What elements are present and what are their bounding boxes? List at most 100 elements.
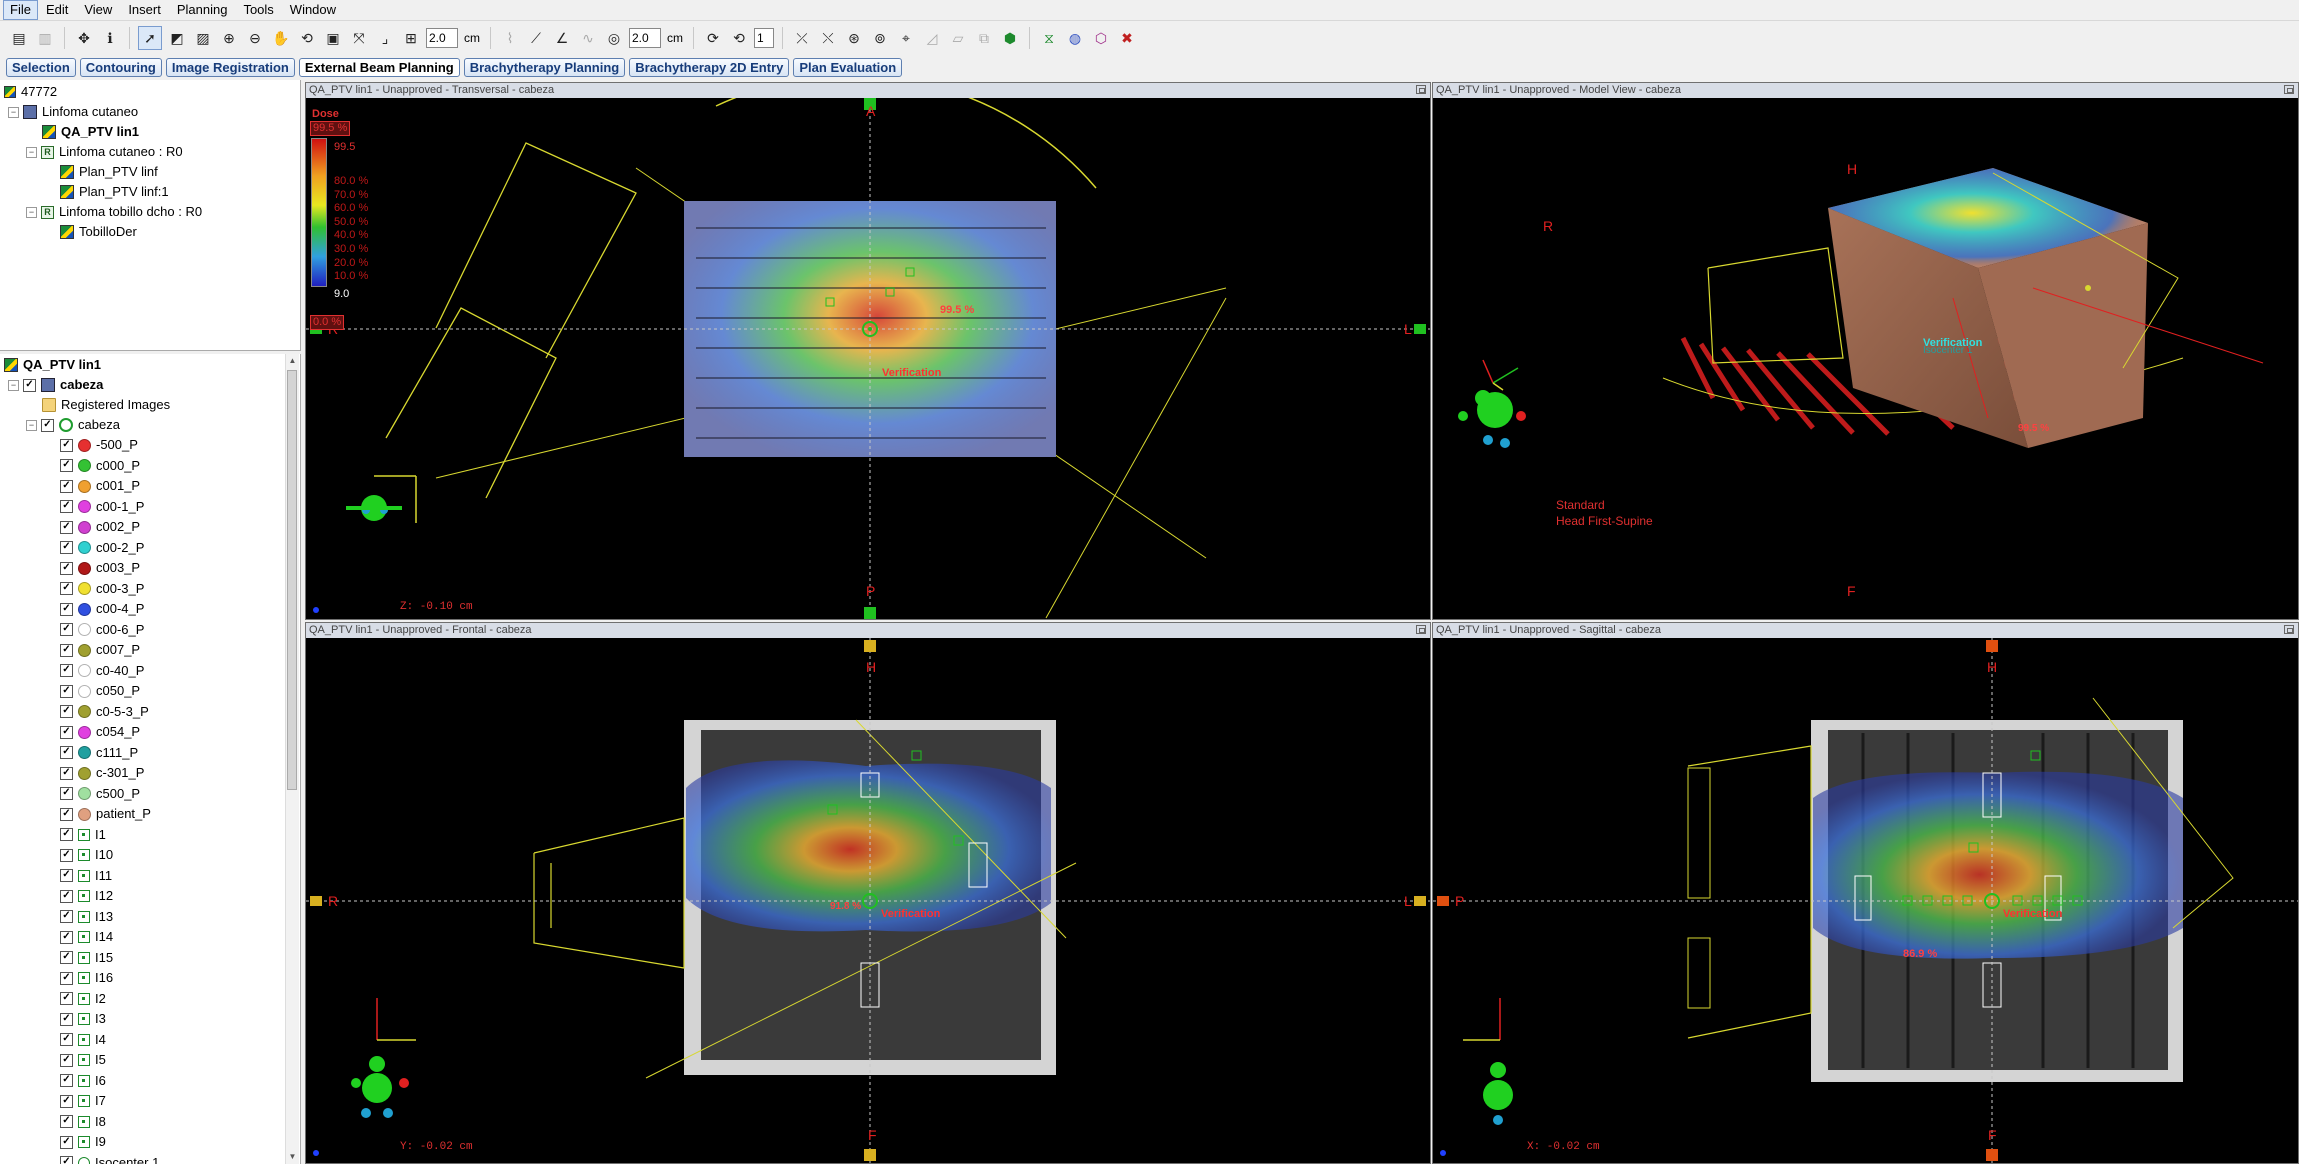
- open-icon[interactable]: ▤: [8, 27, 30, 49]
- visibility-checkbox[interactable]: ✓: [60, 1115, 73, 1128]
- visibility-checkbox[interactable]: ✓: [60, 459, 73, 472]
- visibility-checkbox[interactable]: ✓: [60, 726, 73, 739]
- structure-row[interactable]: ✓ c00-4_P: [60, 599, 144, 619]
- structure-row[interactable]: ✓ I5: [60, 1050, 106, 1070]
- structure-row[interactable]: ✓ c000_P: [60, 456, 140, 476]
- structure-row[interactable]: ✓ c050_P: [60, 681, 140, 701]
- ruler-icon[interactable]: ⌇: [499, 27, 521, 49]
- structure-row[interactable]: ✓ I16: [60, 968, 113, 988]
- axis-marker-bottom[interactable]: [864, 1149, 876, 1161]
- visibility-checkbox[interactable]: ✓: [60, 972, 73, 985]
- visibility-checkbox[interactable]: ✓: [60, 951, 73, 964]
- visibility-checkbox[interactable]: ✓: [60, 541, 73, 554]
- profile-icon[interactable]: ∿: [577, 27, 599, 49]
- visibility-checkbox[interactable]: ✓: [60, 480, 73, 493]
- zoom-out-icon[interactable]: ⊖: [244, 27, 266, 49]
- tab-plan-evaluation[interactable]: Plan Evaluation: [793, 58, 902, 77]
- tree-row-prescription[interactable]: − R Linfoma tobillo dcho : R0: [26, 202, 202, 222]
- structure-row[interactable]: ✓ c007_P: [60, 640, 140, 660]
- axis-marker-left[interactable]: [1437, 896, 1449, 906]
- visibility-checkbox[interactable]: ✓: [60, 705, 73, 718]
- menu-edit[interactable]: Edit: [38, 1, 76, 19]
- axis-marker-top[interactable]: [1986, 640, 1998, 652]
- structure-row[interactable]: ✓ Isocenter 1: [60, 1153, 159, 1164]
- visibility-checkbox[interactable]: ✓: [23, 379, 36, 392]
- tree-row-prescription[interactable]: − R Linfoma cutaneo : R0: [26, 142, 183, 162]
- collapse-icon[interactable]: −: [8, 107, 19, 118]
- menu-insert[interactable]: Insert: [120, 1, 169, 19]
- structure-row[interactable]: ✓ patient_P: [60, 804, 151, 824]
- structure-row[interactable]: ✓ I6: [60, 1071, 106, 1091]
- structure-row[interactable]: ✓ I12: [60, 886, 113, 906]
- visibility-checkbox[interactable]: ✓: [60, 787, 73, 800]
- visibility-checkbox[interactable]: ✓: [60, 603, 73, 616]
- axis-marker-bottom[interactable]: [1986, 1149, 1998, 1161]
- visibility-checkbox[interactable]: ✓: [60, 521, 73, 534]
- block-icon[interactable]: ▱: [947, 27, 969, 49]
- fit-icon[interactable]: ⤧: [348, 27, 370, 49]
- visibility-checkbox[interactable]: ✓: [60, 644, 73, 657]
- collapse-icon[interactable]: −: [26, 207, 37, 218]
- structure-row[interactable]: ✓ -500_P: [60, 435, 138, 455]
- structure-row[interactable]: ✓ c-301_P: [60, 763, 144, 783]
- visibility-checkbox[interactable]: ✓: [60, 931, 73, 944]
- tree-row-plan[interactable]: QA_PTV lin1: [4, 355, 101, 375]
- structure-row[interactable]: ✓ c00-1_P: [60, 497, 144, 517]
- globe-icon[interactable]: ◍: [1064, 27, 1086, 49]
- structure-row[interactable]: ✓ I15: [60, 948, 113, 968]
- tree-row-image[interactable]: − ✓ cabeza: [26, 415, 120, 435]
- model-view-image[interactable]: [1433, 98, 2298, 619]
- visibility-checkbox[interactable]: ✓: [60, 1156, 73, 1164]
- structure-row[interactable]: ✓ I8: [60, 1112, 106, 1132]
- viewport-sagittal[interactable]: QA_PTV lin1 - Unapproved - Sagittal - ca…: [1432, 622, 2299, 1164]
- visibility-checkbox[interactable]: ✓: [60, 808, 73, 821]
- contrast-icon[interactable]: ◩: [166, 27, 188, 49]
- axis-marker-bottom[interactable]: [864, 607, 876, 619]
- pointer-icon[interactable]: ➚: [138, 26, 162, 50]
- visibility-checkbox[interactable]: ✓: [60, 910, 73, 923]
- tab-external-beam-planning[interactable]: External Beam Planning: [299, 58, 460, 77]
- viewport-model[interactable]: QA_PTV lin1 - Unapproved - Model View - …: [1432, 82, 2299, 620]
- dose-probe-icon[interactable]: ◎: [603, 27, 625, 49]
- visibility-checkbox[interactable]: ✓: [60, 582, 73, 595]
- save-icon[interactable]: ▥: [34, 27, 56, 49]
- structure-row[interactable]: ✓ I2: [60, 989, 106, 1009]
- visibility-checkbox[interactable]: ✓: [60, 439, 73, 452]
- structure-row[interactable]: ✓ c003_P: [60, 558, 140, 578]
- visibility-checkbox[interactable]: ✓: [60, 1074, 73, 1087]
- info-icon[interactable]: ℹ: [99, 27, 121, 49]
- pan-icon[interactable]: ✥: [73, 27, 95, 49]
- structure-row[interactable]: ✓ c054_P: [60, 722, 140, 742]
- tree-row-registered[interactable]: Registered Images: [42, 395, 170, 415]
- grid-size-input[interactable]: 2.0: [426, 28, 458, 48]
- tab-image-registration[interactable]: Image Registration: [166, 58, 295, 77]
- visibility-checkbox[interactable]: ✓: [60, 1136, 73, 1149]
- tree-row-plan[interactable]: TobilloDer: [60, 222, 137, 242]
- structure-row[interactable]: ✓ c0-40_P: [60, 661, 144, 681]
- mlc-icon[interactable]: ⧉: [973, 27, 995, 49]
- visibility-checkbox[interactable]: ✓: [60, 767, 73, 780]
- dose-colorbar[interactable]: [311, 138, 327, 287]
- menu-window[interactable]: Window: [282, 1, 344, 19]
- poi-marker[interactable]: [2085, 285, 2091, 291]
- structure-row[interactable]: ✓ c00-3_P: [60, 579, 144, 599]
- visibility-checkbox[interactable]: ✓: [60, 664, 73, 677]
- scrollbar[interactable]: ▲ ▼: [285, 354, 299, 1164]
- rotate-icon[interactable]: ⟲: [296, 27, 318, 49]
- beam-icon[interactable]: ⤫: [791, 27, 813, 49]
- tree-row-patient[interactable]: 47772: [4, 82, 57, 102]
- axis-marker-right[interactable]: [1414, 324, 1426, 334]
- visibility-checkbox[interactable]: ✓: [60, 500, 73, 513]
- tab-brachytherapy-planning[interactable]: Brachytherapy Planning: [464, 58, 626, 77]
- window-level-icon[interactable]: ▨: [192, 27, 214, 49]
- cube-icon[interactable]: ⬡: [1090, 27, 1112, 49]
- tree-row-case[interactable]: − Linfoma cutaneo: [8, 102, 138, 122]
- scroll-down-icon[interactable]: ▼: [286, 1150, 299, 1164]
- measure-icon[interactable]: ⟋: [525, 27, 547, 49]
- collimator-icon[interactable]: ⌖: [895, 27, 917, 49]
- structure-row[interactable]: ✓ c0-5-3_P: [60, 702, 149, 722]
- visibility-checkbox[interactable]: ✓: [60, 890, 73, 903]
- maximize-icon[interactable]: [2284, 85, 2294, 94]
- visibility-checkbox[interactable]: ✓: [60, 746, 73, 759]
- axis-marker-top[interactable]: [864, 640, 876, 652]
